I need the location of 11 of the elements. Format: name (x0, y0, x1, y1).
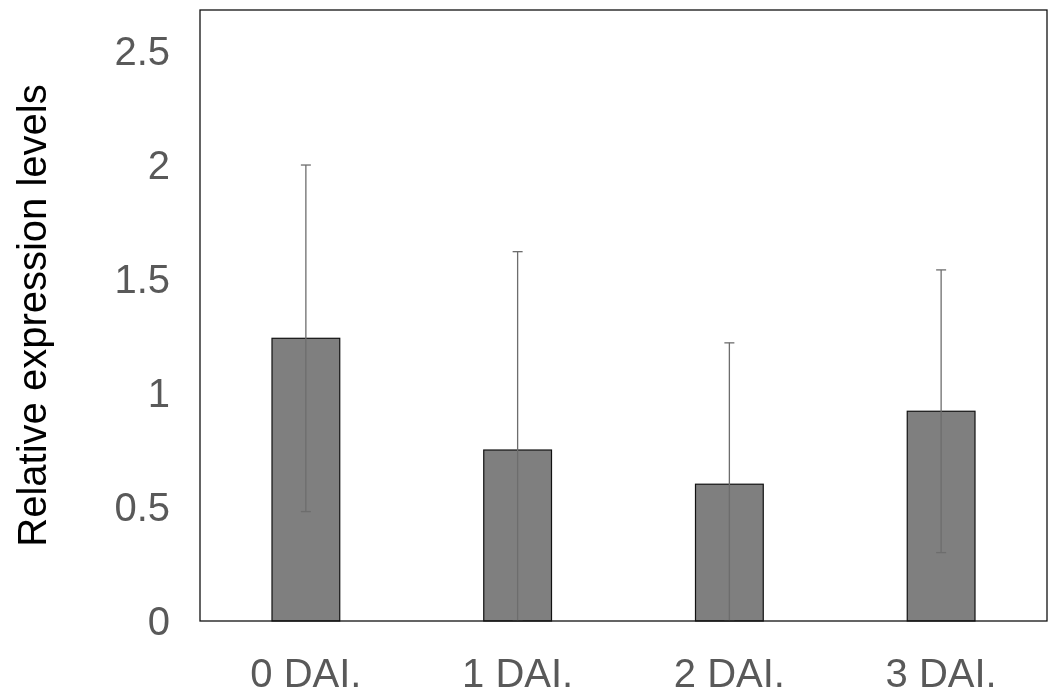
y-tick-label: 2 (147, 143, 170, 188)
x-tick-label: 2 DAI. (673, 651, 785, 695)
y-axis-title: Relative expression levels (10, 84, 54, 547)
y-tick-label: 1 (147, 371, 170, 416)
y-tick-label: 0.5 (114, 485, 170, 530)
x-tick-label: 1 DAI. (462, 651, 574, 695)
x-tick-label: 3 DAI. (885, 651, 997, 695)
y-tick-label: 2.5 (114, 29, 170, 74)
y-tick-label: 1.5 (114, 257, 170, 302)
x-tick-label: 0 DAI. (250, 651, 362, 695)
y-tick-label: 0 (147, 599, 170, 643)
